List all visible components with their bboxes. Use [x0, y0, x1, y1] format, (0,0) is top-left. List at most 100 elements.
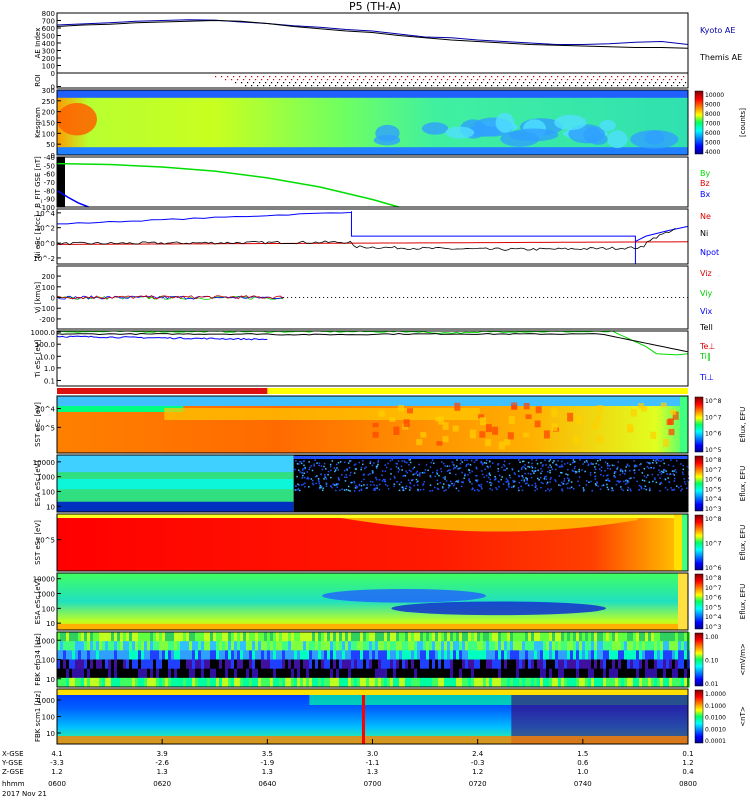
- roi-mark: [549, 79, 551, 81]
- fbk1-cell: [582, 668, 585, 679]
- roi-mark: [537, 79, 539, 81]
- roi-mark: [247, 82, 249, 84]
- fbk1-cell: [600, 677, 603, 688]
- fbk1-cell: [597, 659, 600, 670]
- fbk1-cell: [351, 641, 354, 651]
- esa1-count: [476, 474, 478, 477]
- roi-mark: [557, 85, 559, 87]
- fbk1-cell: [111, 641, 114, 651]
- fbk1-cell: [375, 668, 378, 679]
- sst1-cbar-label: Eflux, EFU: [739, 407, 747, 442]
- fbk1-cell: [519, 650, 522, 660]
- esa1-count: [329, 465, 332, 468]
- kesgram-patch: [607, 130, 628, 149]
- esa1-count: [484, 468, 486, 471]
- esa1-cbar-tick: 10^3: [705, 506, 722, 513]
- esa1-count: [384, 470, 387, 472]
- esa1-count: [595, 484, 597, 486]
- roi-mark: [425, 85, 427, 87]
- esa1-count: [671, 470, 674, 472]
- sst1-cell: [416, 439, 423, 446]
- fbk2-dark: [511, 695, 688, 744]
- fbk1-cell: [594, 650, 597, 660]
- roi-mark: [311, 85, 313, 87]
- fbk1-cell: [513, 668, 516, 679]
- roi-mark: [491, 85, 493, 87]
- vi-zero-dot: [631, 297, 633, 298]
- fbk1-cell: [405, 632, 408, 642]
- esa1-count: [545, 475, 547, 478]
- esa1-count: [561, 490, 564, 492]
- fbk1-cell: [369, 641, 372, 651]
- esa1-count: [623, 480, 625, 483]
- esa1-count: [577, 480, 579, 483]
- fbk1-cell: [342, 659, 345, 670]
- esa1-count: [485, 462, 488, 464]
- roi-mark: [625, 82, 627, 84]
- fbk1-cell: [231, 659, 234, 670]
- fbk1-cell: [405, 650, 408, 660]
- fbk1-cell: [486, 650, 489, 660]
- fbk1-cell: [291, 641, 294, 651]
- roi-mark: [279, 79, 281, 81]
- fbk1-cell: [639, 650, 642, 660]
- fbk1-cell: [201, 641, 204, 651]
- fbk1-cell: [324, 659, 327, 670]
- bfit-legend-0: Bz: [700, 179, 710, 188]
- esa1-count: [353, 472, 356, 474]
- fbk1-cell: [477, 668, 480, 679]
- fbk1-cell: [288, 641, 291, 651]
- esa1-count: [318, 487, 321, 490]
- fbk1-cell: [432, 677, 435, 688]
- vi-zero-dot: [611, 297, 613, 298]
- esa1-count: [384, 464, 387, 466]
- fbk1-cell: [333, 632, 336, 642]
- esa1-count: [569, 487, 571, 490]
- vi-zero-dot: [595, 297, 597, 298]
- esa1-count: [629, 470, 631, 472]
- esa1-count: [634, 472, 636, 474]
- roi-mark: [241, 82, 243, 84]
- roi-mark: [665, 76, 667, 78]
- esa1-count: [575, 472, 577, 474]
- roi-mark: [541, 82, 543, 84]
- fbk1-cell: [504, 677, 507, 688]
- fbk1-cell: [573, 650, 576, 660]
- axis-row-label: Y-GSE: [1, 759, 23, 767]
- fbk1-cell: [549, 677, 552, 688]
- sst1-top-band2: [57, 406, 184, 412]
- fbk1-cell: [126, 659, 129, 670]
- fbk1-cell: [504, 659, 507, 670]
- ephemeris-value: -1.9: [260, 759, 274, 767]
- esa1-count: [301, 469, 304, 471]
- esa1-count: [607, 478, 609, 480]
- fbk1-cell: [219, 641, 222, 651]
- esa1-count: [377, 461, 379, 463]
- fbk1-cell: [363, 677, 366, 688]
- esa1-count: [520, 467, 523, 469]
- fbk1-cell: [72, 632, 75, 642]
- roi-mark: [277, 82, 279, 84]
- fbk1-cell: [324, 641, 327, 651]
- fbk1-cell: [621, 677, 624, 688]
- esa1-count: [487, 476, 490, 479]
- roi-mark: [407, 76, 409, 78]
- fbk1-cell: [408, 677, 411, 688]
- fbk1-cell: [639, 668, 642, 679]
- fbk1-cell: [330, 677, 333, 688]
- fbk1-cell: [249, 668, 252, 679]
- esa1-count: [673, 477, 676, 480]
- esa1-cbar-label: Eflux, EFU: [739, 466, 747, 501]
- esa1-count: [431, 489, 434, 492]
- fbk1-cell: [522, 641, 525, 651]
- fbk1-cell: [486, 659, 489, 670]
- fbk1-cell: [492, 650, 495, 660]
- esa1-count: [411, 479, 413, 482]
- fbk1-cell: [363, 641, 366, 651]
- fbk1-cell: [189, 677, 192, 688]
- fbk1-cell: [441, 659, 444, 670]
- esa1-count: [452, 468, 455, 470]
- fbk1-cell: [249, 632, 252, 642]
- fbk1-cell: [630, 632, 633, 642]
- fbk1-cell: [639, 641, 642, 651]
